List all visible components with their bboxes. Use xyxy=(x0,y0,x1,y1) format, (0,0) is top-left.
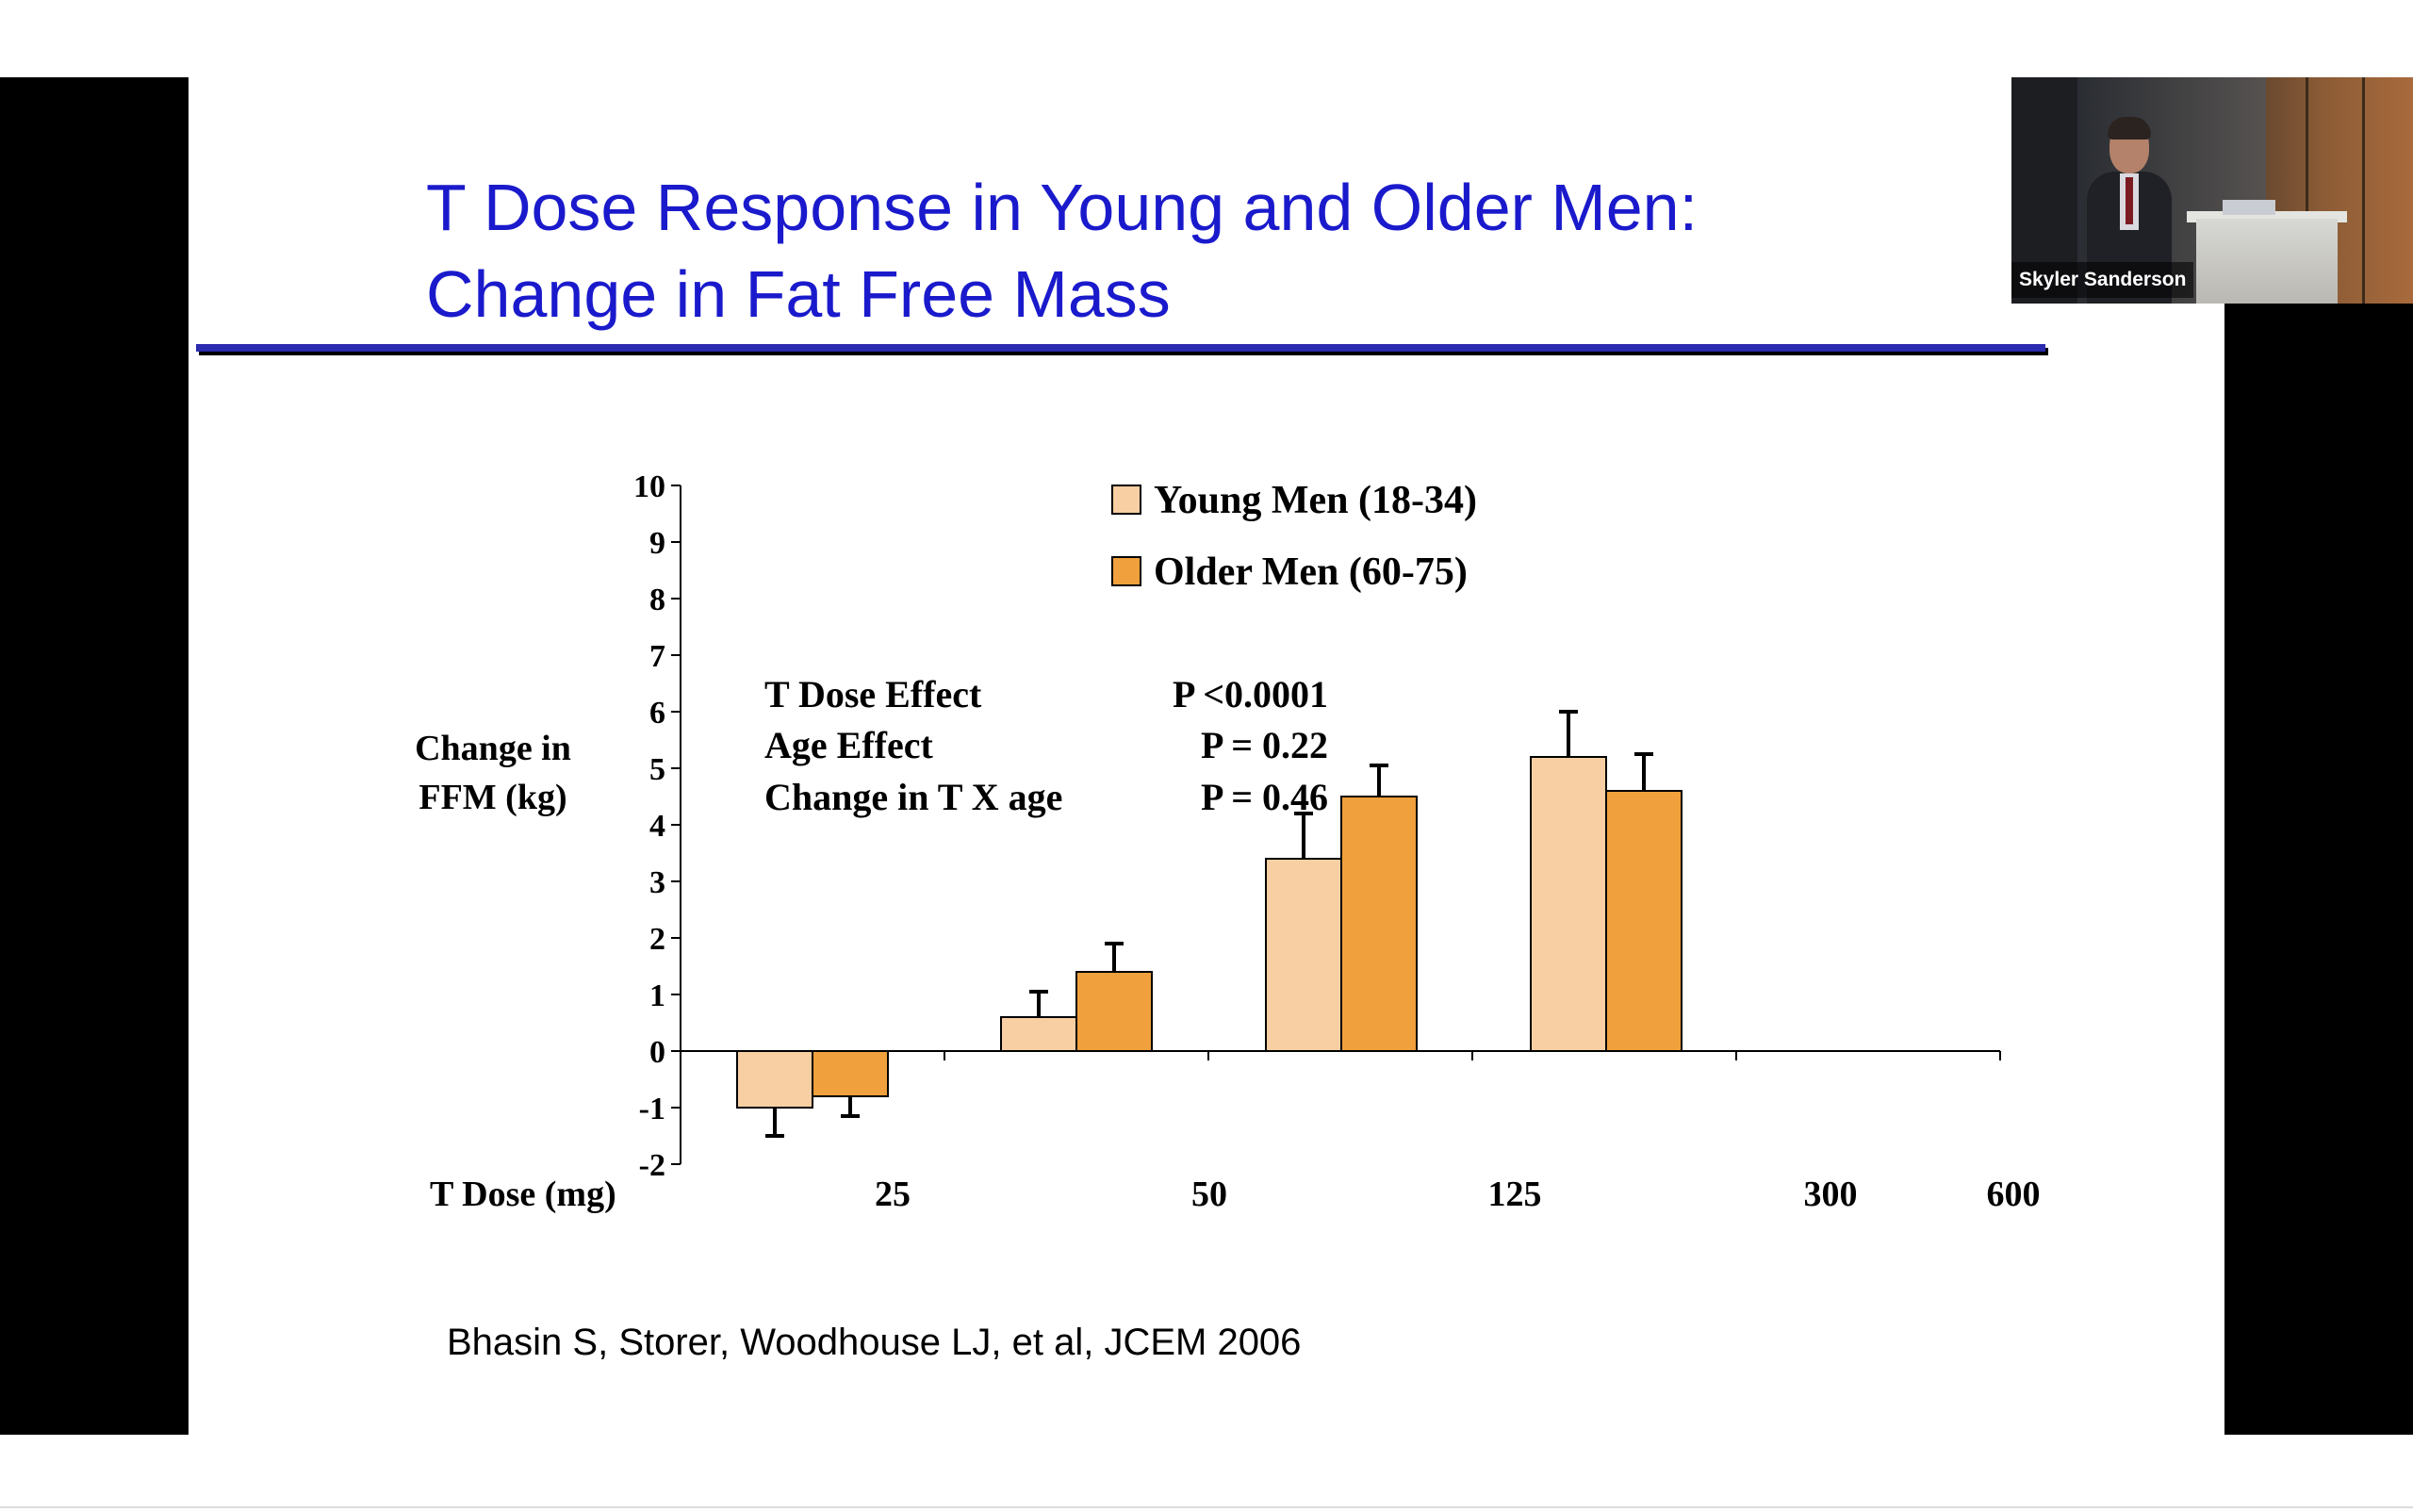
y-tick-label: -2 xyxy=(639,1148,665,1183)
stat-label: T Dose Effect xyxy=(764,673,982,715)
bar xyxy=(1530,756,1607,1052)
y-tick-label: -1 xyxy=(639,1092,665,1126)
speaker-figure xyxy=(2108,117,2151,140)
stat-label: Change in T X age xyxy=(764,776,1062,818)
bottom-divider xyxy=(0,1506,2413,1508)
stat-value: P = 0.22 xyxy=(1201,724,1328,766)
y-axis-title: FFM (kg) xyxy=(419,778,566,817)
speaker-video-tile[interactable]: Skyler Sanderson xyxy=(2011,77,2413,304)
bar xyxy=(736,1050,813,1109)
slide-title-line1: T Dose Response in Young and Older Men: xyxy=(426,171,1699,244)
y-tick-label: 9 xyxy=(649,526,665,561)
x-axis-title: T Dose (mg) xyxy=(430,1175,616,1214)
y-tick-label: 3 xyxy=(649,865,665,900)
bottom-band xyxy=(0,1435,2413,1512)
stat-value: P <0.0001 xyxy=(1173,673,1328,715)
citation-text: Bhasin S, Storer, Woodhouse LJ, et al, J… xyxy=(447,1322,1302,1363)
y-tick-label: 6 xyxy=(649,696,665,731)
legend-swatch xyxy=(1111,556,1141,586)
y-tick-label: 8 xyxy=(649,583,665,617)
slide-title: T Dose Response in Young and Older Men: … xyxy=(426,164,2123,337)
y-axis-title: Change in xyxy=(415,729,571,768)
title-divider xyxy=(196,344,2045,352)
bar xyxy=(1340,796,1418,1052)
stat-value: P = 0.46 xyxy=(1201,776,1328,818)
y-tick-label: 1 xyxy=(649,978,665,1013)
top-band xyxy=(0,0,2413,77)
bar xyxy=(1265,858,1342,1052)
presentation-slide: T Dose Response in Young and Older Men: … xyxy=(189,77,2224,1435)
y-tick-label: 5 xyxy=(649,752,665,787)
x-tick-label: 50 xyxy=(1191,1175,1227,1214)
y-tick-label: 10 xyxy=(633,469,665,504)
y-tick-label: 0 xyxy=(649,1035,665,1070)
bar xyxy=(812,1050,889,1097)
x-tick-label: 25 xyxy=(875,1175,911,1214)
podium xyxy=(2196,219,2338,304)
y-tick-label: 4 xyxy=(649,809,665,844)
x-tick-label: 300 xyxy=(1804,1175,1858,1214)
bar xyxy=(1000,1016,1077,1052)
laptop xyxy=(2223,200,2275,215)
video-background xyxy=(2306,77,2308,304)
bar xyxy=(1605,790,1683,1052)
y-tick-label: 7 xyxy=(649,639,665,674)
left-letterbox xyxy=(0,77,189,1435)
stat-label: Age Effect xyxy=(764,724,933,766)
bar xyxy=(1075,971,1153,1052)
participant-name-label: Skyler Sanderson xyxy=(2011,262,2194,298)
y-tick-label: 2 xyxy=(649,922,665,957)
x-tick-label: 600 xyxy=(1987,1175,2041,1214)
video-background xyxy=(2362,77,2365,304)
legend-swatch xyxy=(1111,485,1141,515)
x-tick-label: 125 xyxy=(1488,1175,1542,1214)
speaker-figure xyxy=(2126,177,2133,224)
slide-title-line2: Change in Fat Free Mass xyxy=(426,257,1171,331)
right-letterbox xyxy=(2224,77,2413,1435)
legend-label: Older Men (60-75) xyxy=(1154,551,1468,594)
legend-label: Young Men (18-34) xyxy=(1154,479,1477,522)
